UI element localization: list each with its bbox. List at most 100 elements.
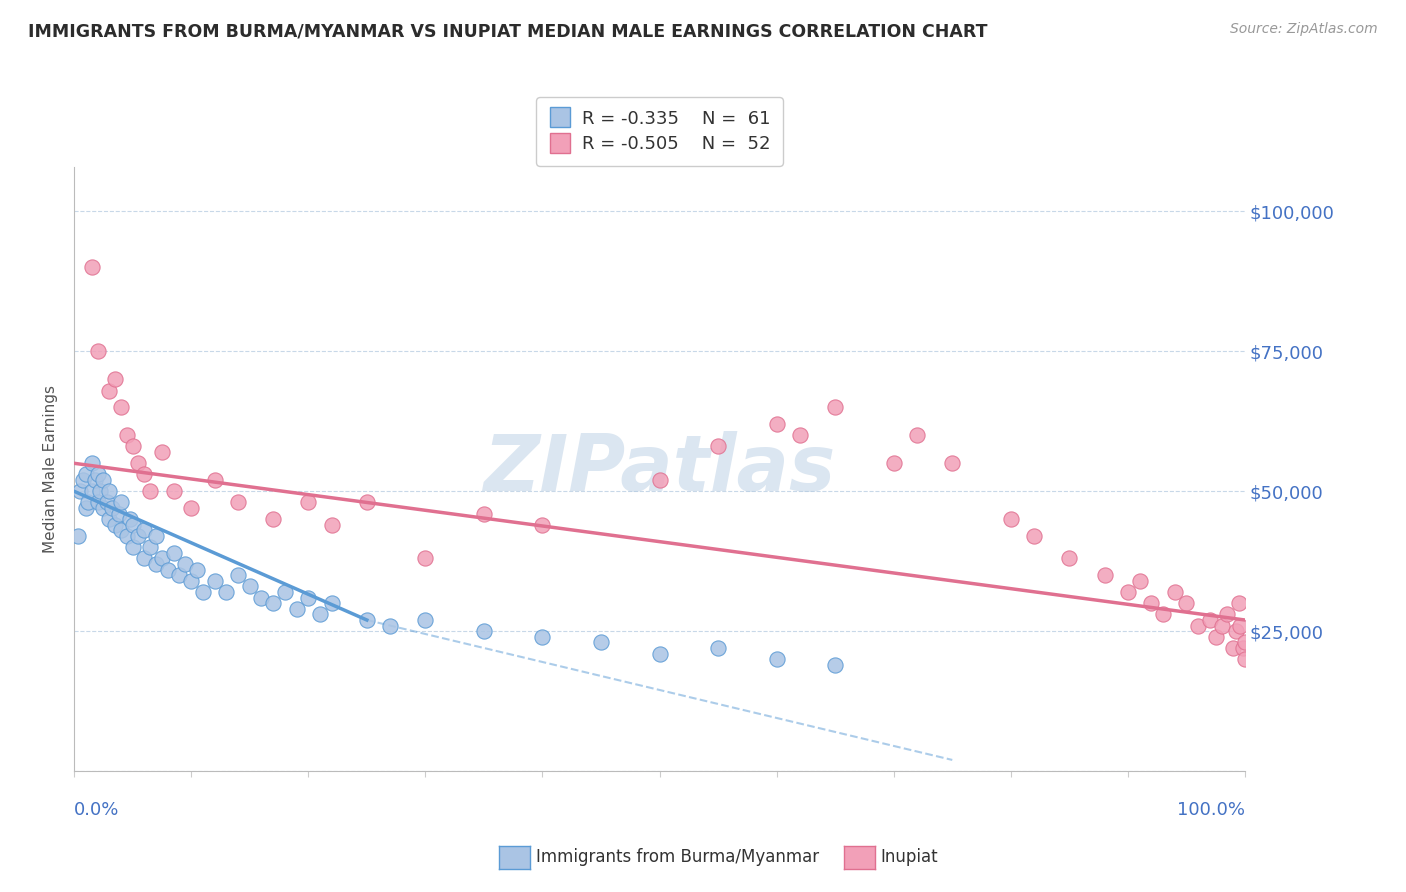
Point [134,467,156,482]
Point [80,456,103,470]
Point [84,473,107,487]
Point [104,372,127,386]
Point [110,401,132,415]
Point [765,417,787,431]
Point [1225,624,1247,639]
Point [707,640,730,655]
Point [162,484,184,499]
Text: Inupiat: Inupiat [880,848,938,866]
Point [139,484,162,499]
Point [145,529,167,543]
Y-axis label: Median Male Earnings: Median Male Earnings [44,384,58,553]
Point [75,467,97,482]
Point [107,507,129,521]
Point [120,512,142,526]
Point [707,440,730,454]
Point [1199,613,1222,627]
Point [86,467,108,482]
Point [472,624,495,639]
Point [180,574,202,588]
Point [66,529,89,543]
Point [121,517,143,532]
Point [150,551,173,566]
Point [86,495,108,509]
Point [110,524,132,538]
Point [169,568,191,582]
Point [134,551,156,566]
Text: Immigrants from Burma/Myanmar: Immigrants from Burma/Myanmar [536,848,818,866]
Point [204,574,226,588]
Point [285,602,308,616]
Point [98,484,121,499]
Point [941,456,963,470]
Point [104,517,127,532]
Point [93,501,115,516]
Point [98,512,121,526]
Point [380,618,402,632]
Point [472,507,495,521]
Text: Source: ZipAtlas.com: Source: ZipAtlas.com [1230,22,1378,37]
Point [1205,630,1227,644]
Point [1129,574,1152,588]
Point [115,529,138,543]
Point [226,568,249,582]
Point [191,585,214,599]
Point [321,517,343,532]
Text: 100.0%: 100.0% [1177,801,1246,820]
Point [72,473,94,487]
Point [226,495,249,509]
Point [648,647,671,661]
Point [128,456,150,470]
Point [905,428,928,442]
Point [80,260,103,275]
Point [89,484,111,499]
Point [115,428,138,442]
Point [262,512,284,526]
Point [274,585,297,599]
Point [1024,529,1046,543]
Text: IMMIGRANTS FROM BURMA/MYANMAR VS INUPIAT MEDIAN MALE EARNINGS CORRELATION CHART: IMMIGRANTS FROM BURMA/MYANMAR VS INUPIAT… [28,22,987,40]
Point [1227,596,1250,610]
Point [80,484,103,499]
Point [1187,618,1209,632]
Point [1211,618,1233,632]
Point [98,384,121,398]
Point [121,541,143,555]
Point [297,591,319,605]
Point [415,613,437,627]
Point [150,445,173,459]
Point [415,551,437,566]
Point [824,657,846,672]
Point [1232,640,1254,655]
Point [531,630,554,644]
Point [77,495,100,509]
Point [186,563,208,577]
Point [128,529,150,543]
Point [1222,640,1244,655]
Point [69,484,91,499]
Point [1059,551,1081,566]
Point [204,473,226,487]
Point [110,495,132,509]
Point [1164,585,1187,599]
Legend: R = -0.335    N =  61, R = -0.505    N =  52: R = -0.335 N = 61, R = -0.505 N = 52 [537,97,783,166]
Point [139,541,162,555]
Text: 0.0%: 0.0% [75,801,120,820]
Point [1216,607,1239,622]
Point [531,517,554,532]
Point [86,344,108,359]
Point [174,557,197,571]
Point [96,495,118,509]
Point [1175,596,1198,610]
Point [765,652,787,666]
Point [239,579,262,593]
Point [297,495,319,509]
Point [1000,512,1022,526]
Point [1229,618,1251,632]
Point [589,635,612,649]
Point [1094,568,1116,582]
Point [883,456,905,470]
Point [100,501,122,516]
Point [75,501,97,516]
Text: ZIPatlas: ZIPatlas [484,431,835,507]
